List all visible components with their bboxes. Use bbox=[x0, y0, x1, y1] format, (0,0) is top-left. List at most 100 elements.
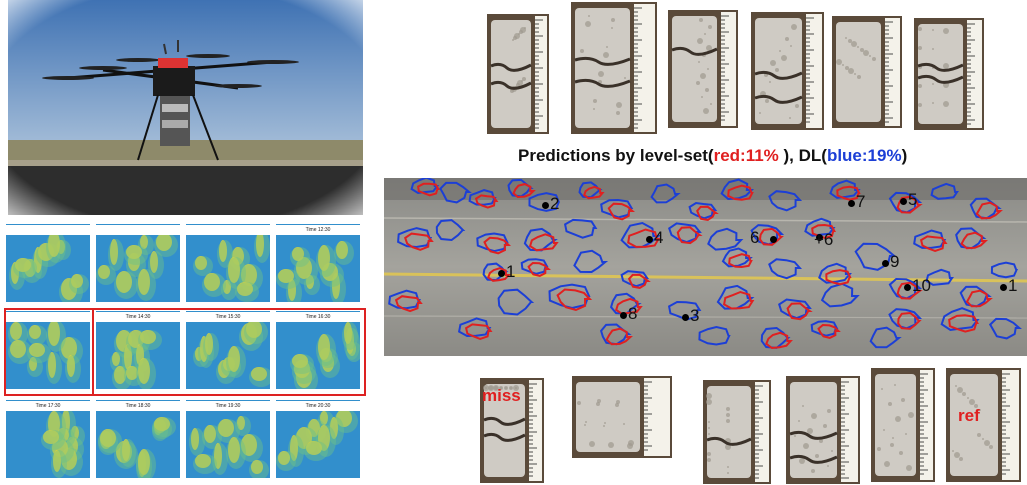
defect-contour bbox=[727, 184, 754, 201]
defect-contour bbox=[468, 189, 497, 206]
defect-contour bbox=[913, 229, 947, 249]
defect-contour bbox=[397, 227, 433, 249]
defect-contour bbox=[573, 249, 609, 274]
defect-marker bbox=[882, 260, 889, 267]
thermal-frame bbox=[186, 224, 270, 302]
defect-contour bbox=[750, 224, 785, 246]
defect-contour bbox=[556, 288, 593, 312]
thermal-frame: Time 12:30 bbox=[276, 224, 360, 302]
thermal-frame bbox=[6, 224, 90, 302]
title-dl-rate: blue:19% bbox=[826, 146, 902, 165]
defect-contour bbox=[520, 258, 549, 275]
defect-contour bbox=[940, 307, 980, 331]
title-prefix: Predictions by level-set( bbox=[518, 146, 714, 165]
thermal-time-caption bbox=[6, 225, 90, 235]
road-contour-overlay bbox=[384, 178, 1027, 356]
defect-contour bbox=[948, 314, 979, 333]
defect-marker bbox=[904, 284, 911, 291]
defect-label: 5 bbox=[908, 190, 918, 209]
defect-contour bbox=[439, 181, 472, 204]
defect-label: 2 bbox=[550, 194, 560, 213]
defect-contour bbox=[768, 258, 803, 280]
defect-contour bbox=[988, 317, 1022, 340]
defect-contour bbox=[707, 227, 744, 251]
defect-contour bbox=[829, 179, 861, 199]
thermal-time-caption bbox=[96, 225, 180, 235]
defect-contour bbox=[486, 267, 511, 282]
road-prediction-image: 1 2 3 4 5 6 +6 7 8 9 10 1 bbox=[384, 178, 1027, 356]
defect-contour bbox=[990, 261, 1019, 279]
core-sample: ref bbox=[946, 368, 1021, 482]
defect-contour bbox=[497, 288, 535, 316]
defect-marker bbox=[682, 314, 689, 321]
defect-contour bbox=[698, 325, 731, 346]
defect-contour bbox=[563, 218, 598, 239]
defect-contour bbox=[896, 281, 923, 300]
defect-marker bbox=[770, 236, 777, 243]
thermal-time-caption: Time 12:30 bbox=[276, 225, 360, 235]
defect-marker bbox=[816, 234, 823, 241]
defect-contour bbox=[404, 232, 434, 251]
core-sample: miss bbox=[480, 378, 544, 483]
defect-contour bbox=[930, 182, 959, 200]
defect-contour bbox=[778, 298, 812, 320]
thermal-frame: Time 15:30 bbox=[186, 311, 270, 389]
defect-label: 1 bbox=[506, 262, 516, 281]
title-level-set-rate: red:11% bbox=[713, 146, 779, 165]
drone-photo bbox=[8, 0, 363, 215]
thermal-time-caption bbox=[186, 225, 270, 235]
thermal-frame bbox=[6, 311, 90, 389]
defect-contour bbox=[417, 182, 441, 197]
defect-contour bbox=[965, 289, 993, 308]
thermal-time-caption: Time 20:30 bbox=[276, 401, 360, 411]
core-sample bbox=[487, 14, 549, 134]
defect-contour bbox=[388, 289, 421, 310]
defect-marker bbox=[620, 312, 627, 319]
thermal-time-caption: Time 14:30 bbox=[96, 312, 180, 322]
core-sample bbox=[832, 16, 902, 128]
defect-label: 10 bbox=[912, 276, 931, 295]
thermal-time-caption: Time 19:30 bbox=[186, 401, 270, 411]
thermal-frame: Time 18:30 bbox=[96, 400, 180, 478]
defect-label: 1 bbox=[1008, 276, 1018, 295]
defect-contour bbox=[765, 331, 793, 350]
predictions-title: Predictions by level-set(red:11% ), DL(b… bbox=[518, 146, 907, 166]
thermal-frame: Time 20:30 bbox=[276, 400, 360, 478]
defect-label: 7 bbox=[856, 192, 866, 211]
defect-contour bbox=[410, 178, 440, 195]
defect-contour bbox=[888, 277, 923, 300]
defect-contour bbox=[528, 233, 559, 252]
core-sample bbox=[914, 18, 984, 130]
defect-contour bbox=[896, 195, 923, 214]
core-sample bbox=[871, 368, 935, 482]
defect-contour bbox=[897, 311, 922, 330]
defect-contour bbox=[722, 290, 755, 310]
thermal-frame: Time 14:30 bbox=[96, 311, 180, 389]
defect-contour bbox=[474, 194, 499, 209]
thermal-frame: Time 16:30 bbox=[276, 311, 360, 389]
defect-contour bbox=[528, 192, 560, 212]
core-sample bbox=[572, 376, 672, 458]
defect-contour bbox=[435, 219, 466, 242]
defect-contour bbox=[476, 232, 509, 253]
defect-contour bbox=[457, 317, 492, 338]
thermal-time-caption: Time 15:30 bbox=[186, 312, 270, 322]
thermal-time-caption: Time 17:30 bbox=[6, 401, 90, 411]
defect-contour bbox=[394, 295, 423, 313]
defect-contour bbox=[975, 201, 1003, 220]
defect-contour bbox=[825, 269, 852, 286]
core-sample bbox=[571, 2, 657, 134]
defect-contour bbox=[483, 236, 512, 255]
defect-contour bbox=[627, 273, 651, 289]
defect-contour bbox=[464, 323, 493, 340]
defect-contour bbox=[804, 217, 836, 237]
defect-contour bbox=[605, 327, 633, 346]
defect-marker bbox=[498, 270, 505, 277]
defect-contour bbox=[607, 202, 635, 221]
defect-contour bbox=[527, 261, 551, 277]
defect-label: 9 bbox=[890, 252, 900, 271]
defect-contour bbox=[620, 270, 650, 288]
defect-marker bbox=[646, 236, 653, 243]
defect-contour bbox=[818, 262, 852, 284]
defect-contour bbox=[688, 201, 718, 220]
